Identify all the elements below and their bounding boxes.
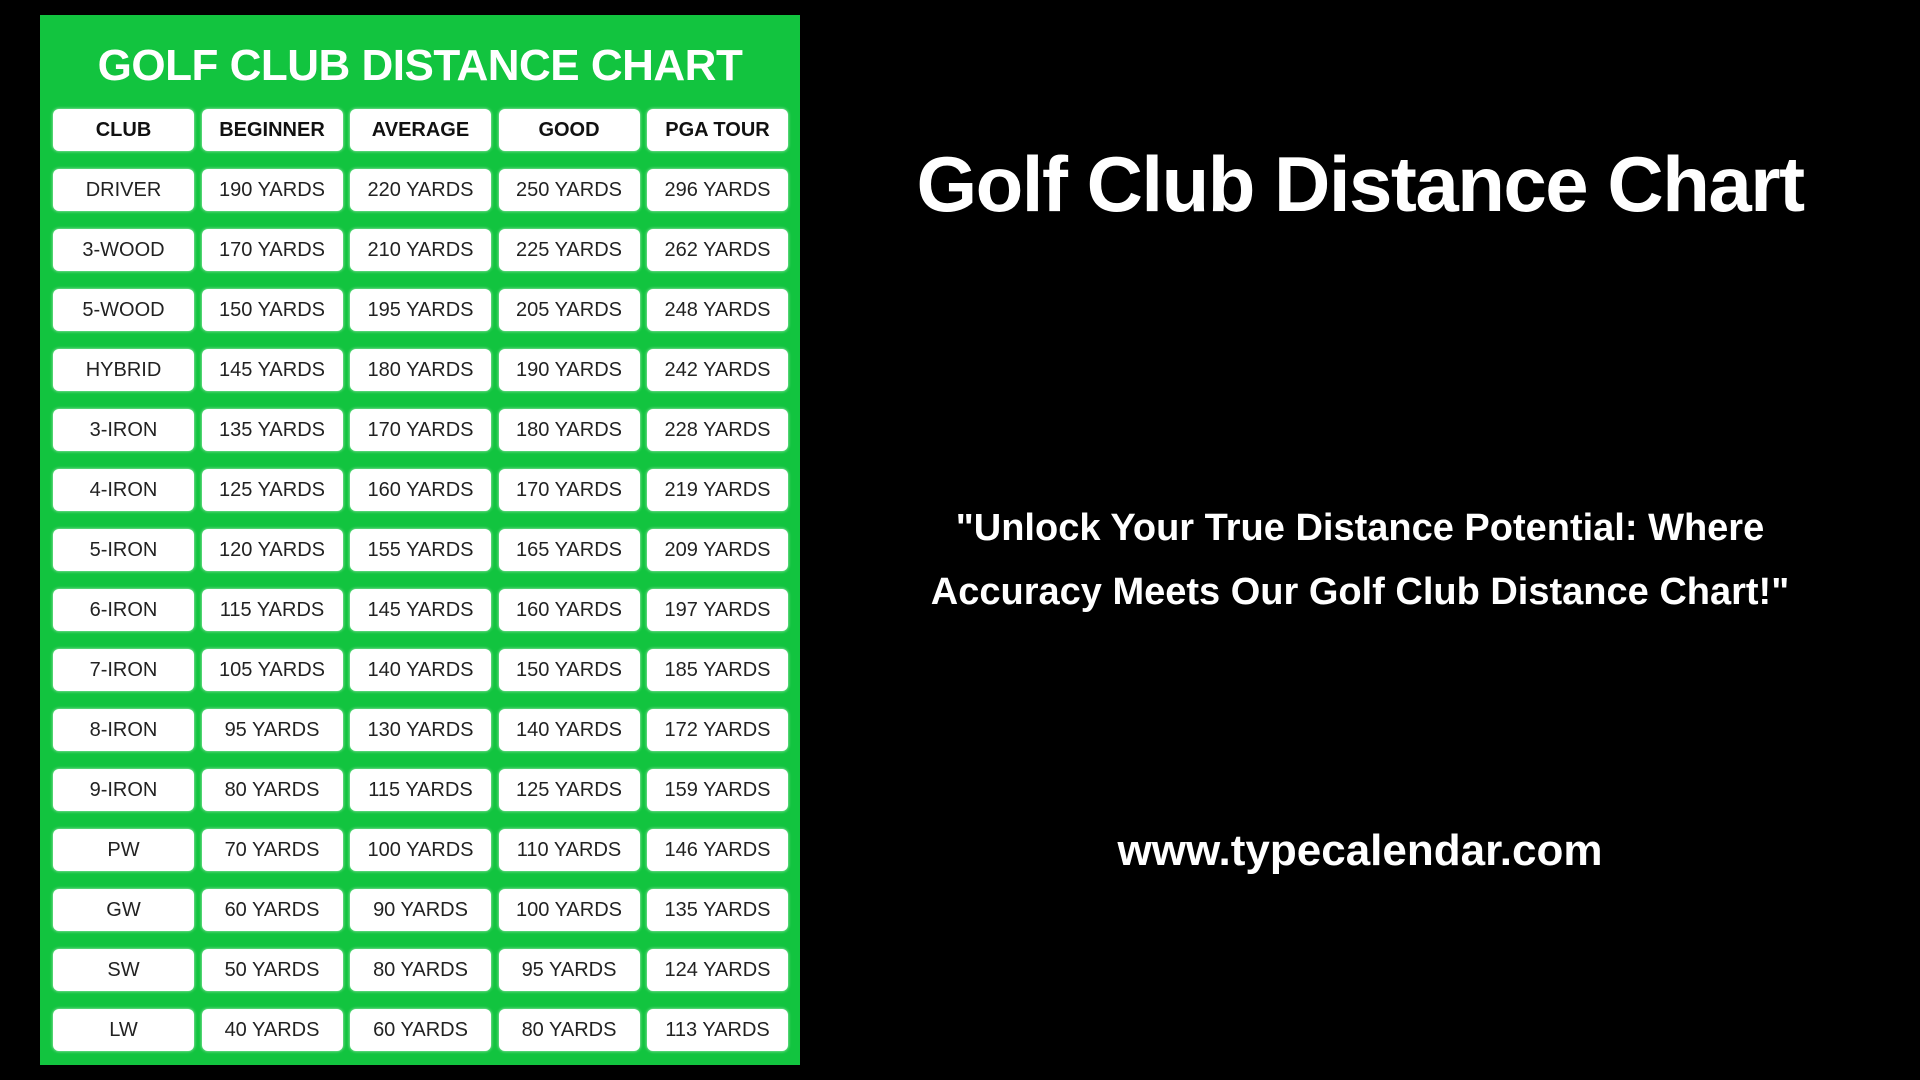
distance-cell: 50 YARDS: [201, 949, 343, 991]
club-name-cell: 9-IRON: [53, 769, 194, 811]
distance-cell: 60 YARDS: [350, 1009, 491, 1051]
quote-line: Accuracy Meets Our Golf Club Distance Ch…: [930, 571, 1790, 613]
distance-cell: 90 YARDS: [350, 889, 491, 931]
distance-cell: 150 YARDS: [201, 289, 343, 331]
column-header: CLUB: [53, 109, 194, 151]
website-url: www.typecalendar.com: [1117, 826, 1603, 875]
distance-cell: 95 YARDS: [498, 949, 640, 991]
distance-cell: 296 YARDS: [647, 169, 788, 211]
club-name-cell: 7-IRON: [53, 649, 194, 691]
distance-cell: 170 YARDS: [201, 229, 343, 271]
distance-table: CLUB BEGINNER AVERAGE GOOD PGA TOUR DRIVER 190…: [53, 109, 788, 1051]
distance-cell: 80 YARDS: [350, 949, 491, 991]
distance-cell: 125 YARDS: [201, 469, 343, 511]
distance-cell: 115 YARDS: [201, 589, 343, 631]
distance-cell: 190 YARDS: [498, 349, 640, 391]
distance-cell: 113 YARDS: [647, 1009, 788, 1051]
distance-cell: 150 YARDS: [498, 649, 640, 691]
distance-cell: 40 YARDS: [201, 1009, 343, 1051]
distance-cell: 135 YARDS: [647, 889, 788, 931]
distance-cell: 110 YARDS: [498, 829, 640, 871]
club-name-cell: 5-WOOD: [53, 289, 194, 331]
distance-cell: 210 YARDS: [350, 229, 491, 271]
distance-cell: 159 YARDS: [647, 769, 788, 811]
club-name-cell: 5-IRON: [53, 529, 194, 571]
distance-cell: 170 YARDS: [498, 469, 640, 511]
distance-cell: 140 YARDS: [498, 709, 640, 751]
distance-cell: 95 YARDS: [201, 709, 343, 751]
distance-cell: 145 YARDS: [350, 589, 491, 631]
club-name-cell: PW: [53, 829, 194, 871]
club-name-cell: 3-WOOD: [53, 229, 194, 271]
distance-cell: 130 YARDS: [350, 709, 491, 751]
club-name-cell: 6-IRON: [53, 589, 194, 631]
tagline-quote: "Unlock Your True Distance Potential: Wh…: [820, 496, 1900, 624]
distance-cell: 220 YARDS: [350, 169, 491, 211]
distance-cell: 190 YARDS: [201, 169, 343, 211]
distance-cell: 209 YARDS: [647, 529, 788, 571]
distance-cell: 242 YARDS: [647, 349, 788, 391]
club-name-cell: SW: [53, 949, 194, 991]
distance-cell: 124 YARDS: [647, 949, 788, 991]
distance-cell: 105 YARDS: [201, 649, 343, 691]
distance-cell: 135 YARDS: [201, 409, 343, 451]
club-name-cell: GW: [53, 889, 194, 931]
club-name-cell: HYBRID: [53, 349, 194, 391]
quote-line: "Unlock Your True Distance Potential: Wh…: [955, 507, 1765, 549]
distance-cell: 160 YARDS: [350, 469, 491, 511]
distance-chart-panel: GOLF CLUB DISTANCE CHART CLUB BEGINNER AVE…: [40, 15, 800, 1065]
column-header: BEGINNER: [201, 109, 343, 151]
panel-title: GOLF CLUB DISTANCE CHART: [97, 41, 743, 90]
distance-cell: 80 YARDS: [201, 769, 343, 811]
column-header: GOOD: [498, 109, 640, 151]
column-header: PGA TOUR: [647, 109, 788, 151]
distance-cell: 228 YARDS: [647, 409, 788, 451]
club-name-cell: LW: [53, 1009, 194, 1051]
distance-cell: 60 YARDS: [201, 889, 343, 931]
distance-cell: 197 YARDS: [647, 589, 788, 631]
page-title: Golf Club Distance Chart: [916, 140, 1805, 228]
distance-cell: 115 YARDS: [350, 769, 491, 811]
distance-cell: 248 YARDS: [647, 289, 788, 331]
distance-cell: 100 YARDS: [498, 889, 640, 931]
distance-cell: 250 YARDS: [498, 169, 640, 211]
distance-cell: 70 YARDS: [201, 829, 343, 871]
distance-cell: 170 YARDS: [350, 409, 491, 451]
distance-cell: 120 YARDS: [201, 529, 343, 571]
distance-cell: 140 YARDS: [350, 649, 491, 691]
distance-cell: 125 YARDS: [498, 769, 640, 811]
distance-cell: 100 YARDS: [350, 829, 491, 871]
distance-cell: 195 YARDS: [350, 289, 491, 331]
distance-cell: 155 YARDS: [350, 529, 491, 571]
distance-cell: 225 YARDS: [498, 229, 640, 271]
distance-cell: 172 YARDS: [647, 709, 788, 751]
club-name-cell: 8-IRON: [53, 709, 194, 751]
distance-cell: 180 YARDS: [350, 349, 491, 391]
club-name-cell: DRIVER: [53, 169, 194, 211]
column-header: AVERAGE: [350, 109, 491, 151]
club-name-cell: 3-IRON: [53, 409, 194, 451]
distance-cell: 160 YARDS: [498, 589, 640, 631]
distance-cell: 185 YARDS: [647, 649, 788, 691]
distance-cell: 180 YARDS: [498, 409, 640, 451]
distance-cell: 165 YARDS: [498, 529, 640, 571]
distance-cell: 262 YARDS: [647, 229, 788, 271]
club-name-cell: 4-IRON: [53, 469, 194, 511]
distance-cell: 205 YARDS: [498, 289, 640, 331]
distance-cell: 80 YARDS: [498, 1009, 640, 1051]
distance-cell: 219 YARDS: [647, 469, 788, 511]
distance-cell: 145 YARDS: [201, 349, 343, 391]
distance-cell: 146 YARDS: [647, 829, 788, 871]
